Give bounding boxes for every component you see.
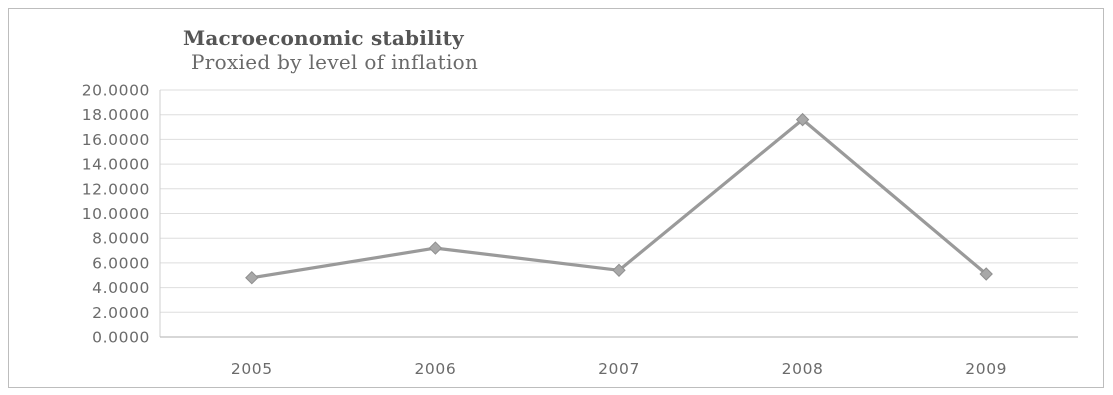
x-tick-label: 2008 [782,360,824,378]
x-tick-label: 2005 [231,360,273,378]
gridlines [160,89,1078,313]
data-point-marker [979,267,993,281]
y-tick-label: 12.0000 [82,180,150,198]
y-tick-label: 6.0000 [92,254,150,272]
x-tick-label: 2009 [965,360,1007,378]
data-point-marker [245,271,259,285]
y-tick-label: 0.0000 [92,329,150,347]
x-tick-label: 2007 [598,360,640,378]
chart-title: Macroeconomic stability [183,26,464,50]
data-point-marker [612,263,626,278]
chart-subtitle: Proxied by level of inflation [191,50,479,74]
data-point-marker [428,241,443,255]
axes [159,90,1078,338]
x-tick-labels: 2005 2006 2007 2008 2009 [231,360,1007,378]
series-line [251,117,988,280]
y-tick-label: 20.0000 [82,82,150,100]
x-tick-label: 2006 [414,360,456,378]
y-tick-label: 2.0000 [92,304,150,322]
y-tick-label: 10.0000 [82,205,150,223]
y-tick-label: 16.0000 [82,131,150,149]
y-tick-labels: 0.0000 2.0000 4.0000 6.0000 8.0000 10.0000 12.… [82,82,150,347]
y-tick-label: 8.0000 [92,230,150,248]
y-tick-label: 14.0000 [82,156,150,174]
data-point-marker [795,112,810,127]
y-tick-label: 4.0000 [92,279,150,297]
series-layer [245,112,993,285]
chart-frame [8,8,1104,388]
y-tick-label: 18.0000 [82,106,150,124]
